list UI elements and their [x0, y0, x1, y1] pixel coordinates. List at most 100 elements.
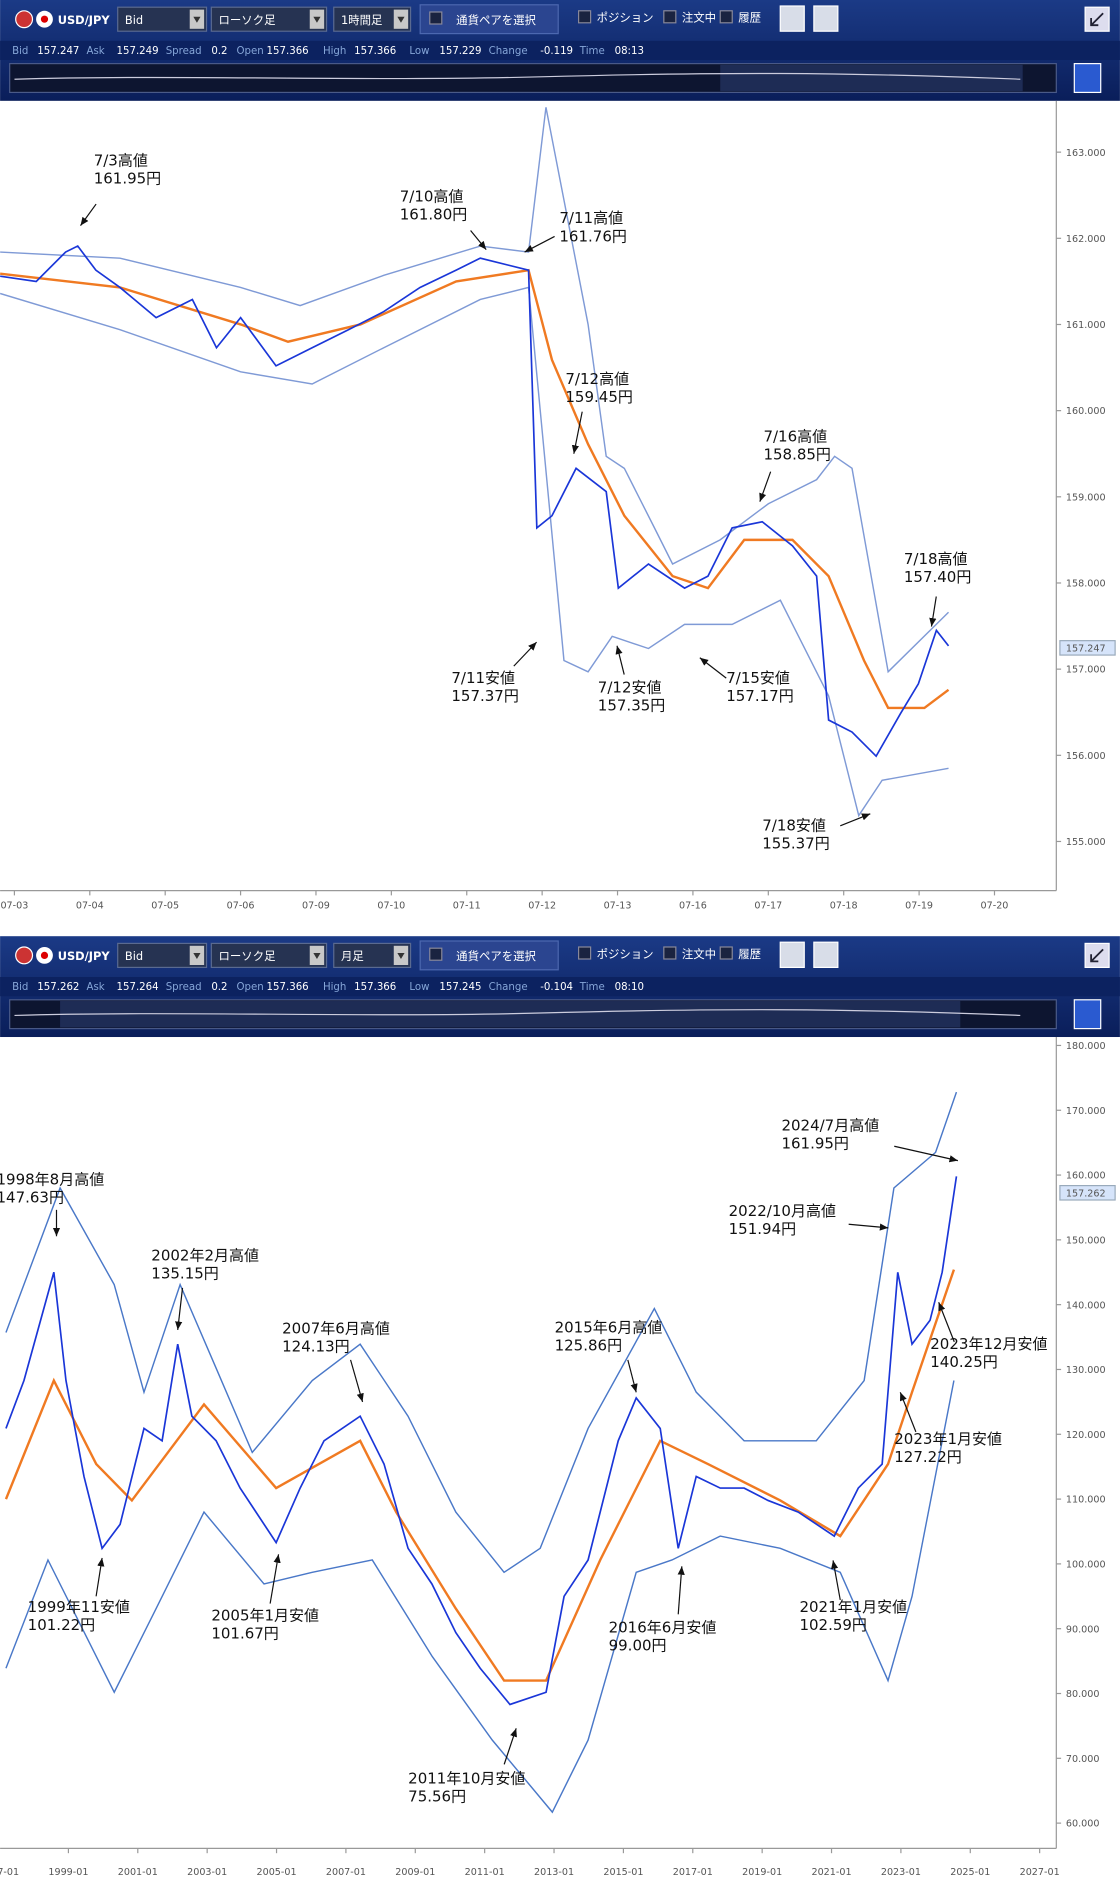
annotation-arrow	[831, 1560, 841, 1601]
plot: 155.000 156.000 157.000 158.000 159.000 160.0…	[0, 100, 1116, 912]
y-tick-label: 80.000	[1066, 1689, 1100, 1700]
x-tick-label: 07-13	[604, 901, 632, 912]
toggle-label: 履歴	[738, 11, 761, 25]
info-bar	[0, 977, 1120, 997]
x-tick-label: 07-04	[76, 901, 104, 912]
dropdown-text: Bid	[125, 13, 143, 27]
y-tick-label: 160.000	[1066, 1171, 1106, 1182]
annotation-price: 101.67円	[211, 1624, 279, 1642]
toggle-label: 注文中	[682, 11, 716, 25]
info-label: Low	[409, 46, 429, 57]
checkbox[interactable]	[663, 10, 677, 24]
annotation-date: 7/16高値	[763, 428, 827, 446]
plot: 60.000 70.000 80.000 90.000 100.000 110.000 12…	[0, 1037, 1116, 1878]
info-value: 157.264	[117, 982, 159, 993]
dropdown-text: 1時間足	[341, 13, 382, 27]
x-tick-label: 07-18	[830, 901, 858, 912]
annotation-arrow	[349, 1359, 364, 1403]
info-value: 157.229	[439, 46, 481, 57]
band-line	[0, 107, 950, 674]
dropdown-caret	[193, 16, 201, 23]
annotation-arrow	[848, 1223, 889, 1231]
annotation-date: 7/18安値	[762, 817, 826, 835]
annotation-arrow	[175, 1287, 184, 1330]
annotation-date: 2021年1月安値	[799, 1598, 907, 1616]
annotation-date: 2023年12月安値	[930, 1335, 1047, 1353]
y-tick-label: 155.000	[1066, 837, 1106, 848]
annotation-price: 157.40円	[904, 568, 972, 586]
annotation-arrow	[470, 230, 487, 251]
pair-button-text: 通貨ペアを選択	[456, 949, 536, 963]
collapse-arrow	[1090, 948, 1104, 963]
annotation-price: 157.17円	[726, 687, 794, 705]
x-tick-label: 2009-01	[395, 1867, 435, 1878]
annotation-price: 161.95円	[94, 170, 161, 188]
x-tick-label: 07-19	[905, 901, 933, 912]
annotation-price: 135.15円	[151, 1264, 218, 1282]
annotation-price: 161.80円	[400, 206, 468, 224]
dropdown-caret	[397, 16, 405, 23]
y-tick-label: 100.000	[1066, 1559, 1106, 1570]
info-value: 157.366	[267, 46, 309, 57]
x-tick-label: 07-03	[0, 901, 28, 912]
annotation-arrow	[699, 657, 727, 679]
annotation-date: 7/18高値	[904, 550, 968, 568]
flag-jp-dot	[40, 15, 49, 23]
info-value: 157.245	[439, 982, 481, 993]
info-label: Time	[579, 46, 605, 57]
x-tick-label: 2011-01	[465, 1867, 505, 1878]
checkbox[interactable]	[578, 946, 592, 960]
info-value: 08:10	[615, 982, 644, 993]
info-label: Open	[237, 46, 264, 57]
zoom-button[interactable]	[1073, 999, 1102, 1030]
info-label: Ask	[86, 982, 104, 993]
toggle-label: ポジション	[597, 11, 654, 25]
flag-us	[15, 946, 34, 965]
checkbox[interactable]	[719, 10, 733, 24]
dropdown[interactable]	[210, 942, 328, 969]
y-tick-label: 161.000	[1066, 320, 1106, 331]
checkbox[interactable]	[719, 946, 733, 960]
tool-icon[interactable]	[779, 5, 805, 32]
zoom-button[interactable]	[1073, 63, 1102, 94]
checkbox[interactable]	[578, 10, 592, 24]
dropdown-caret	[397, 953, 405, 960]
checkbox[interactable]	[663, 946, 677, 960]
x-tick-label: 2003-01	[187, 1867, 227, 1878]
tool-icon[interactable]	[779, 941, 805, 969]
annotation-arrow	[615, 645, 625, 675]
tool-icon[interactable]	[813, 5, 839, 32]
dropdown[interactable]	[210, 6, 328, 32]
tool-icon[interactable]	[813, 941, 839, 969]
annotation-price: 159.45円	[565, 388, 633, 406]
dropdown-caret	[313, 953, 321, 960]
annotation-price: 99.00円	[609, 1636, 667, 1654]
annotation-arrow	[759, 471, 772, 502]
x-tick-label: 07-09	[302, 901, 330, 912]
x-tick-label: 1999-01	[48, 1867, 88, 1878]
chart-panel: USD/JPY Bid ローソク足 月足 通貨ペアを選択 ポジション 注文中 履歴 Bid 157…	[0, 936, 1120, 1038]
pair-button[interactable]	[419, 4, 559, 35]
annotation-arrow	[677, 1566, 685, 1615]
annotation-arrow	[840, 813, 871, 827]
pair-button[interactable]	[419, 940, 559, 971]
moving-average	[4, 1269, 956, 1682]
checkbox	[429, 947, 443, 961]
y-tick-label: 162.000	[1066, 234, 1106, 245]
info-label: High	[323, 982, 346, 993]
annotation-arrow	[571, 411, 583, 454]
annotation-date: 2015年6月高値	[555, 1318, 663, 1336]
info-label: Bid	[12, 46, 28, 57]
moving-average	[0, 268, 950, 710]
price-line	[5, 1176, 958, 1706]
annotation-arrow	[894, 1145, 959, 1163]
annotation-arrow	[513, 641, 538, 667]
annotation-price: 151.94円	[729, 1220, 796, 1238]
info-value: 157.366	[267, 982, 309, 993]
annotation-price: 157.37円	[451, 687, 518, 705]
info-value: -0.104	[540, 982, 573, 993]
annotation-arrow	[524, 235, 555, 253]
y-tick-label: 160.000	[1066, 406, 1106, 417]
x-tick-label: 2007-01	[326, 1867, 366, 1878]
